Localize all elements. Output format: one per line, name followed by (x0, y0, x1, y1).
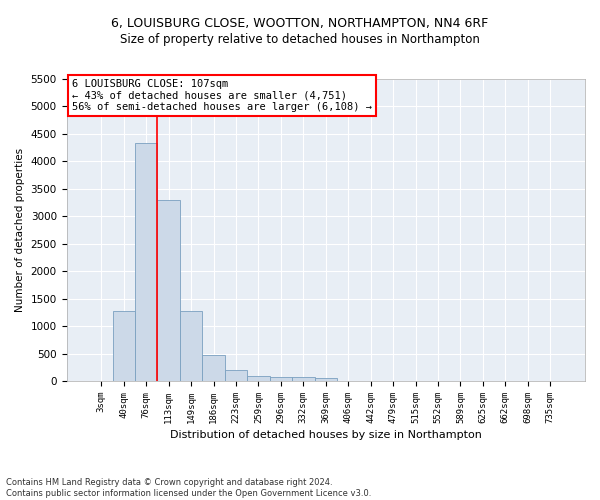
Bar (314, 378, 337, 381)
Bar (247, 376, 269, 381)
Bar (135, 142, 157, 381)
Text: Contains HM Land Registry data © Crown copyright and database right 2024.
Contai: Contains HM Land Registry data © Crown c… (6, 478, 371, 498)
Text: Size of property relative to detached houses in Northampton: Size of property relative to detached ho… (120, 32, 480, 46)
Bar (180, 311, 202, 381)
X-axis label: Distribution of detached houses by size in Northampton: Distribution of detached houses by size … (170, 430, 482, 440)
Bar (225, 370, 247, 381)
Y-axis label: Number of detached properties: Number of detached properties (15, 148, 25, 312)
Bar (157, 200, 180, 381)
Bar (269, 376, 292, 381)
Text: 6 LOUISBURG CLOSE: 107sqm
← 43% of detached houses are smaller (4,751)
56% of se: 6 LOUISBURG CLOSE: 107sqm ← 43% of detac… (72, 79, 372, 112)
Bar (292, 377, 314, 381)
Bar (202, 354, 225, 381)
Text: 6, LOUISBURG CLOSE, WOOTTON, NORTHAMPTON, NN4 6RF: 6, LOUISBURG CLOSE, WOOTTON, NORTHAMPTON… (112, 18, 488, 30)
Bar (113, 312, 135, 381)
